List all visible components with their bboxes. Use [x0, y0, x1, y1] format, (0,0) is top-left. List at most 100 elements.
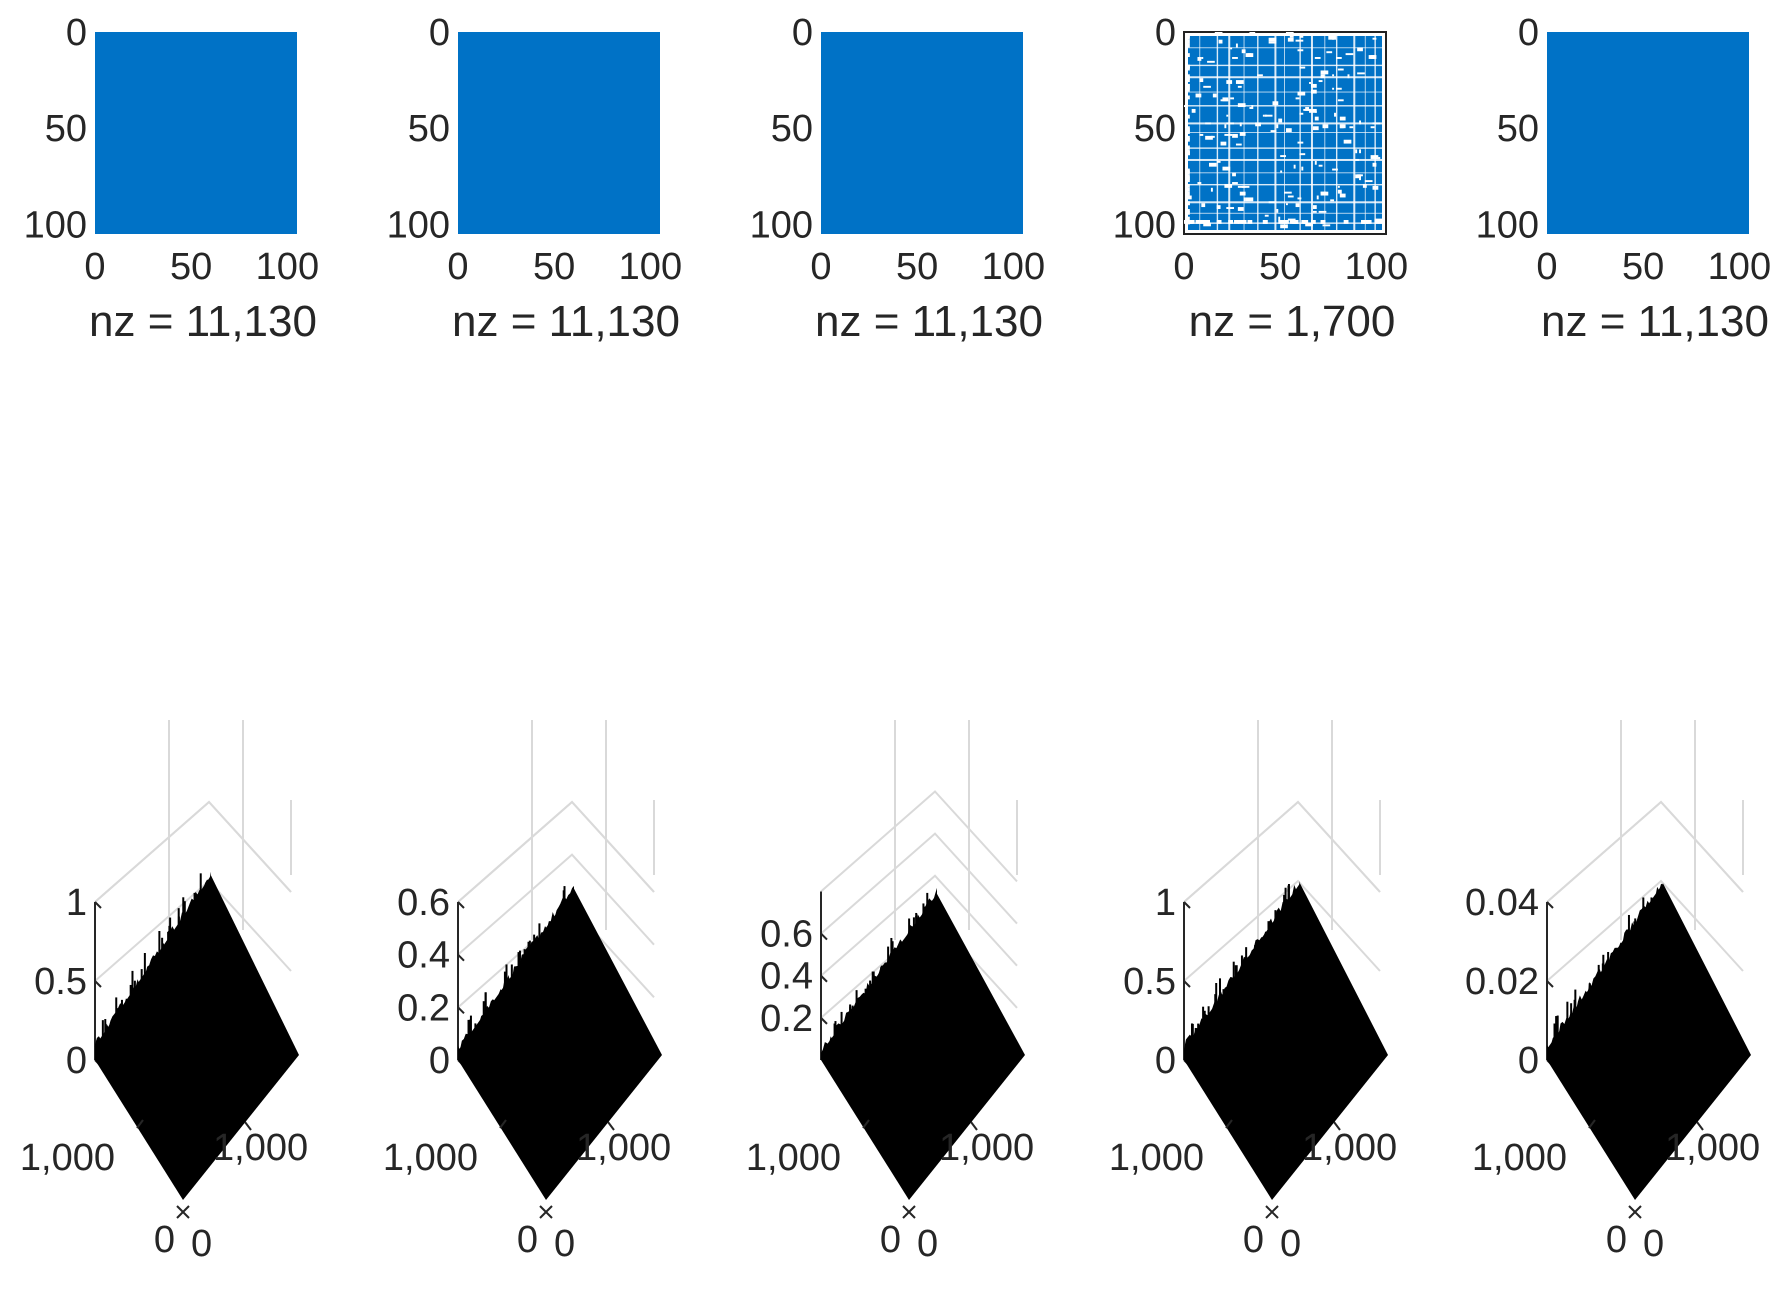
spy-empty-block: [1364, 220, 1370, 224]
spy-empty-block: [1314, 116, 1319, 121]
spy-empty-block: [1372, 37, 1377, 40]
spy-empty-block: [1203, 220, 1209, 224]
spy-empty-block: [1312, 126, 1319, 131]
origin-label-y: 0: [191, 1223, 212, 1265]
spy-empty-block: [1337, 185, 1340, 188]
spy-empty-block: [1235, 80, 1244, 84]
spy-empty-block: [1339, 68, 1342, 71]
spy-empty-block: [1230, 97, 1235, 100]
spy-empty-block: [1185, 174, 1190, 179]
spy-empty-block: [1185, 64, 1190, 69]
z-tick-label: 0.04: [1465, 882, 1539, 924]
spy-empty-block: [1191, 108, 1196, 113]
spy-empty-block: [1185, 183, 1190, 188]
spy-x-tick: 50: [896, 246, 938, 288]
spy-empty-block: [1339, 193, 1346, 198]
spy-empty-block: [1360, 220, 1366, 224]
spy-gap-row: [1188, 183, 1382, 186]
spy-nz-label: nz = 11,130: [452, 297, 680, 346]
spy-empty-block: [1332, 87, 1335, 90]
spy-empty-block: [1309, 82, 1311, 84]
spy-empty-block: [1230, 47, 1233, 50]
spy-empty-block: [1287, 218, 1296, 221]
spy-empty-block: [1293, 164, 1296, 169]
spy-empty-block: [1345, 53, 1354, 56]
spy-empty-block: [1241, 185, 1250, 188]
z-tick-label: 0: [429, 1040, 450, 1082]
spy-empty-block: [1235, 143, 1242, 146]
bar-surface: [1184, 883, 1388, 1200]
origin-label-y: 0: [554, 1223, 575, 1265]
z-tick-label: 0.2: [760, 998, 813, 1040]
z-tick-label: 0.6: [760, 914, 813, 956]
z-tick-mark: [457, 901, 465, 909]
z-tick-label: 0: [1155, 1040, 1176, 1082]
spy-empty-block: [1237, 220, 1243, 224]
spy-empty-block: [1232, 182, 1238, 184]
spy-empty-block: [1318, 80, 1323, 83]
bar-surface: [458, 888, 662, 1200]
spy-empty-block: [1372, 122, 1381, 125]
spy-empty-block: [1272, 101, 1279, 106]
spy-empty-block: [1289, 35, 1294, 38]
spy-y-tick: 0: [1518, 12, 1539, 54]
spy-y-tick: 50: [1497, 108, 1539, 150]
spy-empty-block: [1185, 114, 1190, 119]
spy-empty-block: [1214, 32, 1223, 34]
grid-line: [1183, 879, 1381, 982]
spy-gap-col: [1216, 36, 1219, 230]
spy-empty-block: [1335, 57, 1342, 59]
spy-empty-block: [1247, 53, 1254, 58]
spy-empty-block: [1337, 189, 1342, 194]
spy-empty-block: [1295, 39, 1304, 42]
spy-empty-block: [1226, 114, 1229, 117]
spy-empty-block: [1349, 126, 1354, 129]
spy-empty-block: [1357, 47, 1363, 52]
spy-empty-block: [1339, 124, 1344, 129]
z-tick-mark: [94, 901, 102, 909]
z-tick-label: 0.4: [397, 935, 450, 977]
y-tick-mark: [607, 1121, 615, 1131]
y-tick-mark: [244, 1121, 252, 1131]
spy-empty-block: [1278, 216, 1281, 221]
spy-fill: [1547, 32, 1749, 234]
z-tick-mark: [820, 1017, 828, 1025]
spy-x-tick: 0: [447, 246, 468, 288]
spy-y-tick: 0: [792, 12, 813, 54]
spy-empty-block: [1185, 178, 1190, 183]
spy-empty-block: [1232, 57, 1238, 59]
spy-empty-block: [1314, 160, 1317, 165]
spy-empty-block: [1268, 201, 1277, 204]
grid-line: [457, 853, 655, 956]
spy-empty-block: [1203, 222, 1211, 227]
z-tick-label: 0.4: [760, 956, 813, 998]
bar3d-plot-3: 0.20.40.6 1,000 1,000 0 0: [746, 720, 1034, 1265]
spy-y-tick: 100: [1476, 204, 1539, 246]
spy-empty-block: [1347, 74, 1350, 79]
spy-y-tick: 50: [45, 108, 87, 150]
y-axis-tick-label: 1,000: [213, 1127, 308, 1169]
spy-empty-block: [1195, 93, 1202, 98]
spy-empty-block: [1255, 122, 1261, 127]
x-axis-tick-label: 1,000: [1472, 1137, 1567, 1179]
spy-empty-block: [1374, 220, 1380, 224]
spy-gap-col: [1284, 36, 1285, 230]
grid-line: [1546, 800, 1744, 903]
spy-y-tick: 50: [1134, 108, 1176, 150]
spy-empty-block: [1241, 220, 1247, 224]
spy-empty-block: [1199, 220, 1205, 224]
spy-empty-block: [1199, 78, 1204, 83]
spy-empty-block: [1280, 170, 1283, 173]
spy-empty-block: [1332, 74, 1335, 77]
y-axis-tick-label: 1,000: [1665, 1127, 1760, 1169]
spy-y-tick: 0: [429, 12, 450, 54]
spy-empty-block: [1301, 166, 1304, 171]
spy-empty-block: [1295, 97, 1300, 100]
spy-empty-block: [1185, 87, 1190, 92]
spy-y-tick: 100: [750, 204, 813, 246]
bar-surface: [1547, 883, 1751, 1200]
spy-empty-block: [1243, 197, 1246, 202]
spy-gap-col: [1374, 36, 1376, 230]
spy-nz-label: nz = 11,130: [1541, 297, 1769, 346]
